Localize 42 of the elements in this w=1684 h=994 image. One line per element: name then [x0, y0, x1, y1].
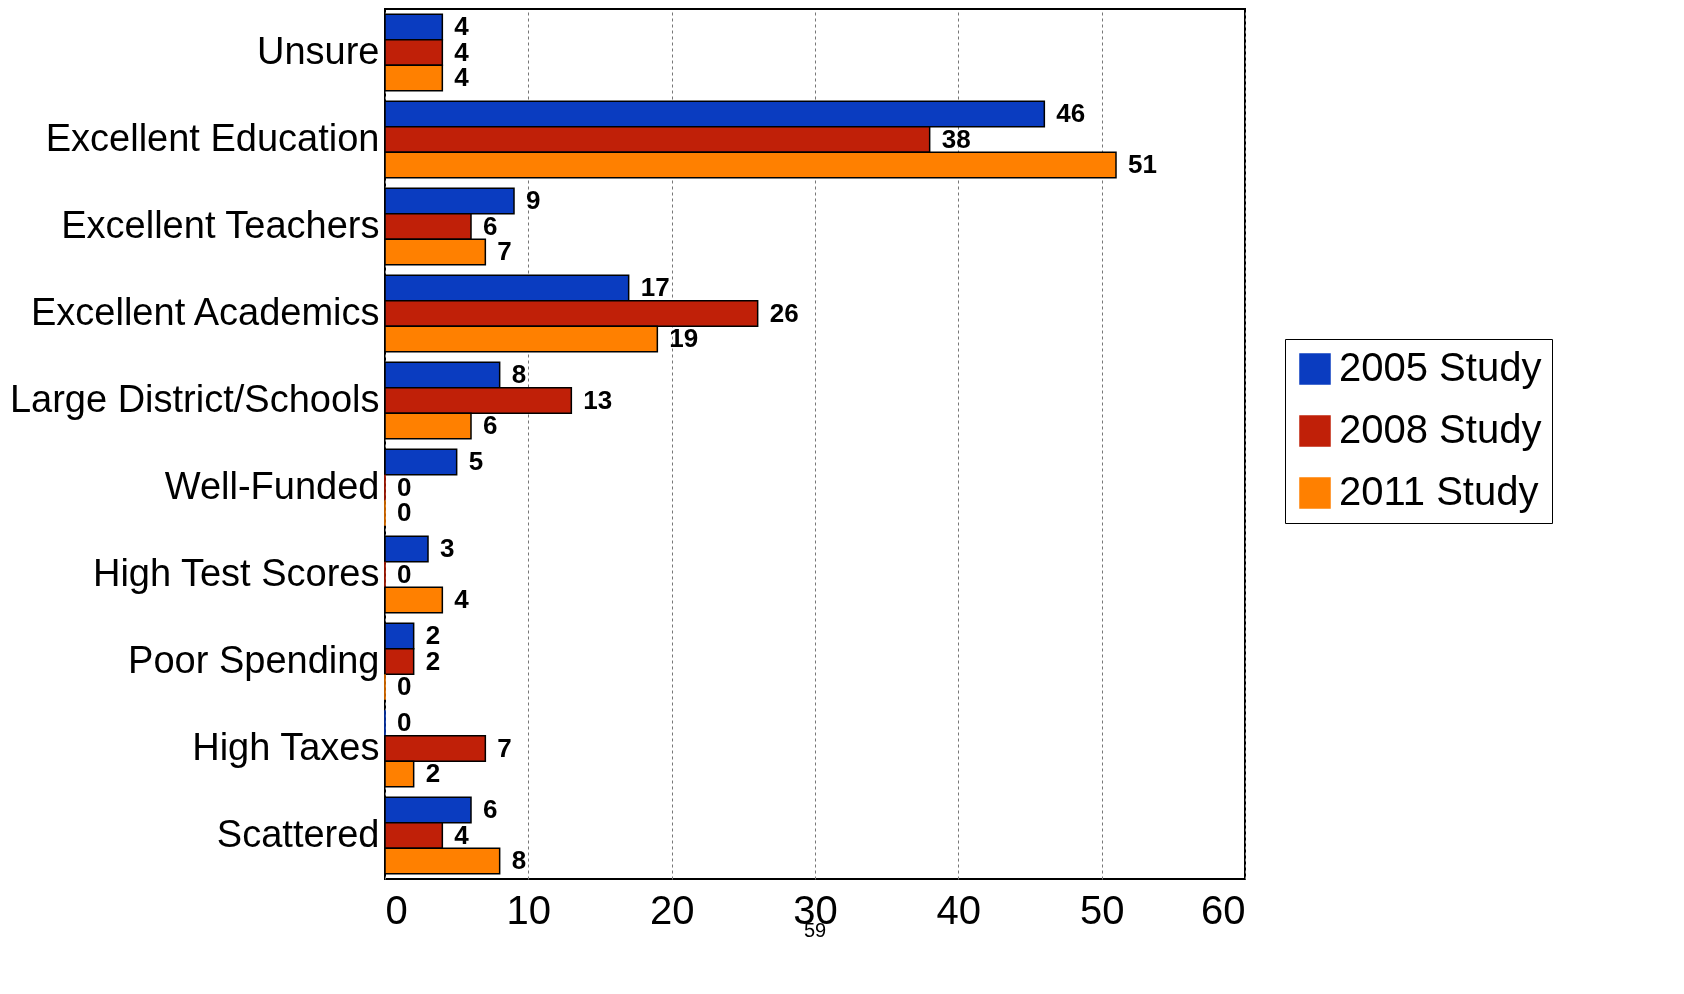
data-label: 7 [497, 236, 512, 267]
data-label: 0 [397, 671, 412, 702]
data-label: 3 [440, 532, 455, 563]
data-label: 6 [483, 210, 498, 241]
data-label: 9 [526, 184, 541, 215]
data-label: 46 [1056, 97, 1086, 128]
data-label: 2 [425, 758, 441, 789]
legend-label: 2011 Study [1339, 469, 1539, 513]
y-tick-label: Large District/Schools [9, 377, 380, 420]
y-tick-label: High Taxes [192, 725, 380, 768]
x-tick-label: 20 [649, 887, 695, 932]
data-label: 5 [468, 445, 484, 476]
y-tick-label: Excellent Academics [31, 290, 380, 333]
y-tick-label: Unsure [257, 29, 380, 72]
data-label: 0 [397, 558, 412, 589]
legend-label: 2008 Study [1339, 407, 1542, 451]
y-tick-label: Scattered [216, 812, 380, 855]
x-tick-label: 60 [1201, 887, 1246, 932]
data-label: 8 [511, 358, 527, 389]
data-label: 4 [454, 819, 470, 850]
data-label: 6 [483, 793, 498, 824]
y-tick-label: Well-Funded [164, 464, 380, 507]
y-tick-label: High Test Scores [92, 551, 380, 594]
data-label: 38 [941, 123, 971, 154]
data-label: 19 [669, 323, 699, 354]
x-tick-label: 50 [1079, 887, 1125, 932]
x-tick-label: 0 [385, 887, 408, 932]
data-label: 7 [497, 732, 512, 763]
data-label: 26 [769, 297, 799, 328]
data-label: 17 [640, 271, 670, 302]
data-label: 6 [483, 410, 498, 441]
x-tick-label: 10 [506, 887, 552, 932]
y-tick-label: Excellent Education [45, 116, 380, 159]
data-label: 13 [583, 384, 613, 415]
data-label: 8 [511, 845, 527, 876]
data-label: 4 [454, 584, 470, 615]
data-label: 0 [397, 706, 412, 737]
y-tick-label: Poor Spending [128, 638, 380, 681]
legend-label: 2005 Study [1339, 345, 1542, 389]
data-label: 51 [1128, 149, 1157, 180]
x-tick-label: 40 [936, 887, 982, 932]
y-tick-label: Excellent Teachers [61, 203, 380, 246]
